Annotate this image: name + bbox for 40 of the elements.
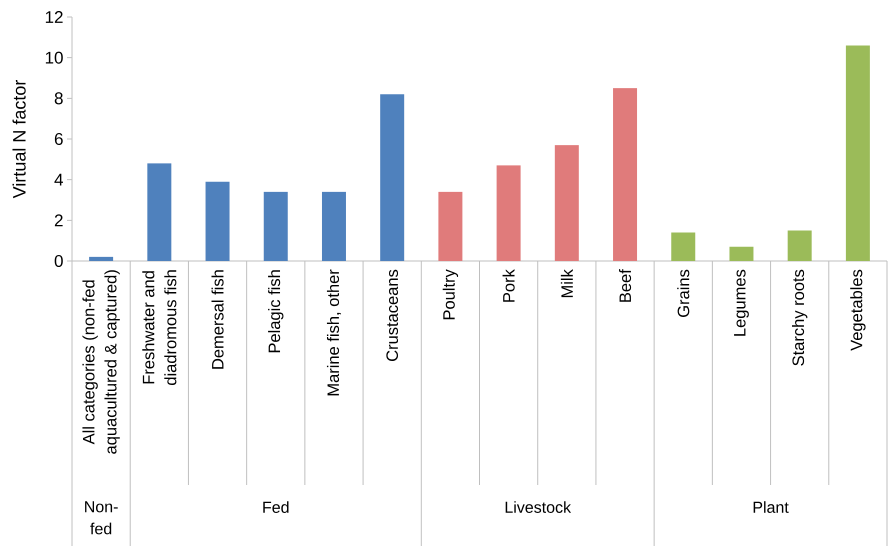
- x-tick-label: Poultry: [442, 269, 458, 320]
- y-tick-label: 6: [54, 132, 63, 146]
- y-tick-label: 2: [54, 214, 63, 226]
- x-tick-label: Pelagic fish: [268, 270, 284, 352]
- bar: [846, 45, 870, 261]
- x-tick-label: Freshwater and diadromous fish: [142, 270, 176, 385]
- y-axis-title: Virtual N factor: [12, 80, 26, 198]
- x-tick-label: Demersal fish: [211, 270, 224, 369]
- text: Livestock: [506, 501, 572, 513]
- bar: [322, 192, 346, 261]
- y-tick-label: 4: [54, 174, 63, 186]
- x-tick-label: Marine fish, other: [326, 269, 342, 396]
- y-tick-label: 8: [54, 92, 63, 104]
- bar: [788, 230, 812, 261]
- bar: [89, 256, 114, 261]
- x-tick-label: Legumes: [734, 270, 749, 336]
- x-tick-label: Beef: [618, 269, 632, 302]
- x-tick-label: Crustaceans: [386, 270, 398, 361]
- y-tick-label: 0: [54, 254, 63, 268]
- text: Fed: [263, 501, 289, 513]
- x-tick-label: Milk: [560, 269, 573, 298]
- bar: [380, 94, 404, 261]
- x-tick-label: Vegetables: [850, 270, 866, 351]
- x-tick-label: Pork: [502, 269, 515, 302]
- bar: [496, 165, 521, 261]
- y-tick-label: 12: [46, 11, 63, 23]
- x-tick-label: All categories (non-fed aquacultured & captured): [82, 270, 120, 454]
- y-tick-label: 10: [46, 52, 63, 64]
- x-tick-label: Grains: [677, 270, 690, 317]
- bar: [554, 145, 579, 261]
- bar: [206, 182, 230, 261]
- text: Plant: [754, 501, 789, 513]
- bar: [613, 88, 638, 261]
- x-tick-label: Starchy roots: [792, 270, 808, 366]
- bar: [438, 192, 462, 261]
- text: Non-fed: [85, 501, 118, 534]
- bar: [671, 232, 696, 261]
- bar: [147, 163, 172, 261]
- bar: [729, 246, 754, 261]
- bar: [264, 192, 288, 261]
